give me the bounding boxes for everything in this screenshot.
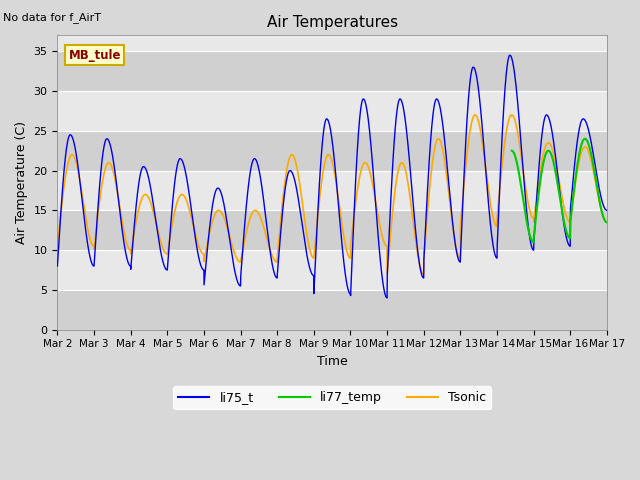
- li75_t: [264, 228, 271, 234]
- li75_t: [506, 53, 513, 59]
- Y-axis label: Air Temperature (C): Air Temperature (C): [15, 121, 28, 244]
- li75_t: [383, 295, 391, 301]
- li77_temp: [595, 191, 602, 197]
- li77_temp: [603, 219, 611, 225]
- li75_t: [383, 295, 391, 301]
- li77_temp: [603, 219, 611, 225]
- Bar: [58, 210, 607, 250]
- li75_t: [154, 228, 161, 233]
- X-axis label: Time: Time: [317, 355, 348, 368]
- Bar: [58, 131, 607, 170]
- Bar: [58, 290, 607, 330]
- Text: MB_tule: MB_tule: [68, 48, 121, 61]
- Line: li75_t: li75_t: [58, 55, 607, 298]
- Line: Tsonic: Tsonic: [58, 115, 607, 274]
- Line: li77_temp: li77_temp: [512, 139, 607, 242]
- Title: Air Temperatures: Air Temperatures: [267, 15, 397, 30]
- li75_t: [506, 52, 514, 58]
- li77_temp: [580, 137, 588, 143]
- Text: No data for f_AirT: No data for f_AirT: [3, 12, 101, 23]
- li75_t: [464, 108, 472, 114]
- li75_t: [603, 207, 611, 213]
- Tsonic: [154, 225, 161, 231]
- Tsonic: [264, 238, 271, 243]
- Bar: [58, 91, 607, 131]
- Tsonic: [471, 112, 479, 118]
- Tsonic: [603, 219, 611, 225]
- Tsonic: [506, 115, 513, 121]
- Legend: li75_t, li77_temp, Tsonic: li75_t, li77_temp, Tsonic: [173, 386, 491, 409]
- li77_temp: [581, 136, 589, 142]
- li77_temp: [601, 217, 609, 223]
- li77_temp: [560, 217, 568, 223]
- Bar: [58, 170, 607, 210]
- Bar: [58, 250, 607, 290]
- li75_t: [54, 263, 61, 269]
- li77_temp: [508, 148, 516, 154]
- Tsonic: [411, 231, 419, 237]
- Bar: [58, 51, 607, 91]
- Tsonic: [464, 146, 472, 152]
- li77_temp: [530, 240, 538, 245]
- Tsonic: [383, 243, 391, 249]
- li75_t: [411, 220, 419, 226]
- Tsonic: [420, 271, 428, 277]
- li77_temp: [523, 219, 531, 225]
- Tsonic: [54, 243, 61, 249]
